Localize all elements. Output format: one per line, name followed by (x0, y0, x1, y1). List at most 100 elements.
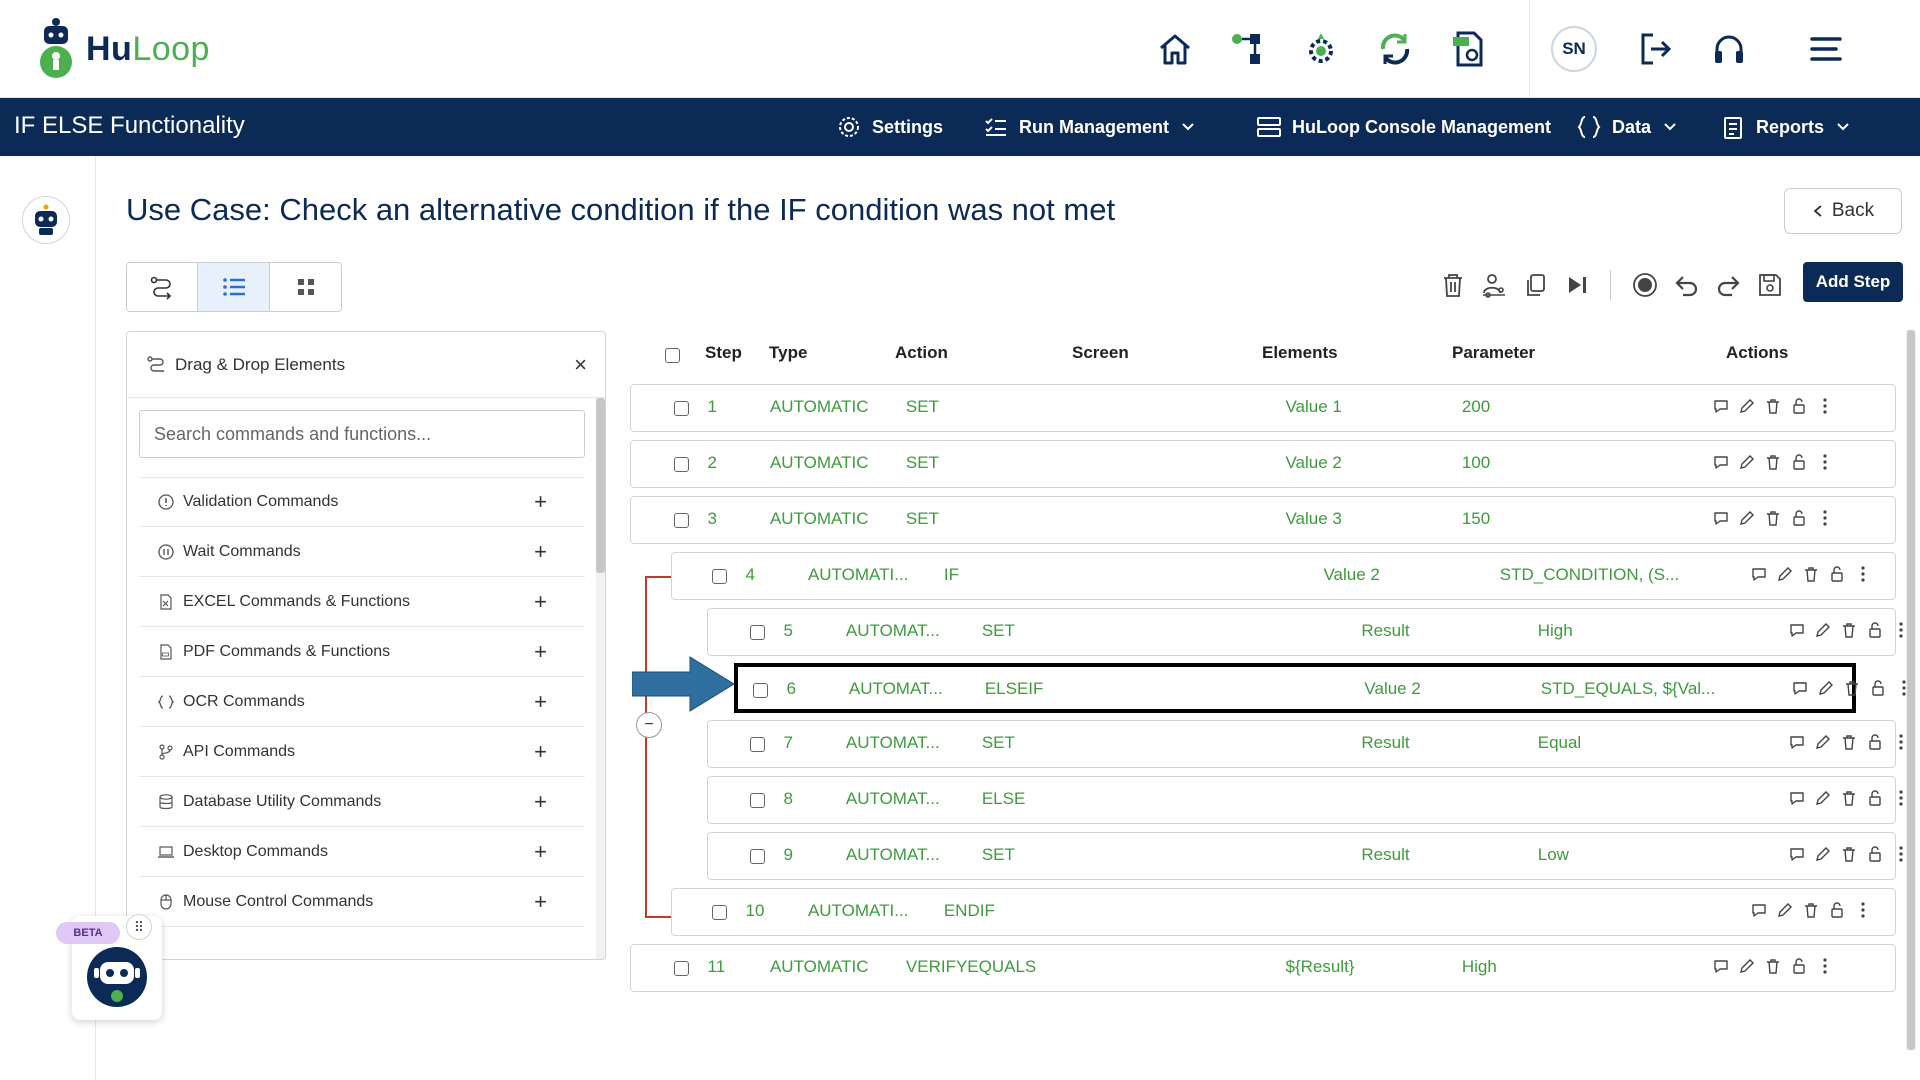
edit-icon[interactable] (1776, 901, 1794, 919)
table-row[interactable]: 7 AUTOMAT... SET Result Equal (707, 720, 1903, 768)
table-row[interactable]: 4 AUTOMATI... IF Value 2 STD_CONDITION, (S..… (671, 552, 1896, 600)
unlock-icon[interactable] (1866, 789, 1884, 807)
unlock-icon[interactable] (1866, 733, 1884, 751)
more-vertical-icon[interactable] (1892, 733, 1910, 751)
nav-settings[interactable]: Settings (836, 113, 943, 141)
unlock-icon[interactable] (1790, 509, 1808, 527)
more-vertical-icon[interactable] (1892, 621, 1910, 639)
panel-scrollbar[interactable] (596, 398, 605, 959)
table-row[interactable]: 8 AUTOMAT... ELSE (707, 776, 1903, 824)
checkbox-box[interactable] (753, 683, 769, 698)
workflow-icon[interactable] (1225, 26, 1271, 72)
unlock-icon[interactable] (1790, 397, 1808, 415)
command-category-ocr[interactable]: OCR Commands + (139, 677, 585, 727)
checkbox-box[interactable] (750, 737, 766, 752)
expand-plus-icon[interactable]: + (534, 788, 547, 814)
unlock-icon[interactable] (1828, 901, 1846, 919)
checkbox-box[interactable] (750, 625, 766, 640)
checkbox-box[interactable] (674, 401, 690, 416)
table-row[interactable]: 9 AUTOMAT... SET Result Low (707, 832, 1903, 880)
main-scrollbar-thumb[interactable] (1907, 330, 1915, 1050)
copy-icon[interactable] (1518, 268, 1552, 302)
delete-icon[interactable] (1764, 453, 1782, 471)
comment-icon[interactable] (1788, 845, 1806, 863)
beta-bot-icon[interactable] (86, 946, 148, 1008)
row-checkbox[interactable] (674, 961, 690, 976)
delete-icon[interactable] (1840, 789, 1858, 807)
delete-icon[interactable] (1764, 397, 1782, 415)
more-vertical-icon[interactable] (1816, 397, 1834, 415)
more-vertical-icon[interactable] (1816, 509, 1834, 527)
automation-gear-icon[interactable] (1298, 26, 1344, 72)
sync-icon[interactable] (1372, 26, 1418, 72)
nav-data[interactable]: Data (1576, 113, 1687, 141)
table-row[interactable]: 2 AUTOMATIC SET Value 2 100 (630, 440, 1896, 488)
save-icon[interactable] (1753, 268, 1787, 302)
nav-run-management[interactable]: Run Management (983, 113, 1205, 141)
expand-plus-icon[interactable]: + (534, 588, 547, 614)
edit-icon[interactable] (1814, 733, 1832, 751)
expand-plus-icon[interactable]: + (534, 489, 547, 514)
checkbox-box[interactable] (674, 961, 690, 976)
edit-icon[interactable] (1738, 509, 1756, 527)
comment-icon[interactable] (1712, 509, 1730, 527)
comment-icon[interactable] (1712, 957, 1730, 975)
redo-icon[interactable] (1711, 268, 1745, 302)
checkbox-box[interactable] (712, 905, 728, 920)
nav-reports[interactable]: Reports (1720, 113, 1860, 141)
back-button[interactable]: Back (1784, 188, 1902, 234)
record-icon[interactable] (1628, 268, 1662, 302)
delete-icon[interactable] (1802, 901, 1820, 919)
more-vertical-icon[interactable] (1854, 565, 1872, 583)
expand-plus-icon[interactable]: + (534, 688, 547, 714)
edit-icon[interactable] (1738, 957, 1756, 975)
row-checkbox[interactable] (674, 401, 690, 416)
unlock-icon[interactable] (1866, 845, 1884, 863)
bot-assistant-icon[interactable] (22, 196, 70, 244)
comment-icon[interactable] (1712, 397, 1730, 415)
headset-support-icon[interactable] (1706, 26, 1752, 72)
multi-user-share-icon[interactable] (1477, 268, 1511, 302)
delete-icon[interactable] (1840, 845, 1858, 863)
more-vertical-icon[interactable] (1895, 679, 1913, 697)
hamburger-menu-icon[interactable] (1803, 26, 1849, 72)
checkbox-box[interactable] (750, 849, 766, 864)
command-category-validation[interactable]: Validation Commands + (139, 477, 585, 527)
row-checkbox[interactable] (750, 737, 766, 752)
panel-close-icon[interactable]: × (574, 352, 587, 377)
skip-forward-icon[interactable] (1560, 268, 1594, 302)
command-category-desktop[interactable]: Desktop Commands + (139, 827, 585, 877)
edit-icon[interactable] (1817, 679, 1835, 697)
unlock-icon[interactable] (1869, 679, 1887, 697)
command-category-database[interactable]: Database Utility Commands + (139, 777, 585, 827)
comment-icon[interactable] (1791, 679, 1809, 697)
row-checkbox[interactable] (750, 625, 766, 640)
more-vertical-icon[interactable] (1816, 453, 1834, 471)
command-category-api[interactable]: API Commands + (139, 727, 585, 777)
collapse-if-block-button[interactable]: − (636, 712, 662, 738)
comment-icon[interactable] (1712, 453, 1730, 471)
delete-icon[interactable] (1436, 268, 1470, 302)
more-vertical-icon[interactable] (1854, 901, 1872, 919)
undo-icon[interactable] (1670, 268, 1704, 302)
logout-icon[interactable] (1632, 26, 1678, 72)
table-row[interactable]: 11 AUTOMATIC VERIFYEQUALS ${Result} High (630, 944, 1896, 992)
delete-icon[interactable] (1843, 679, 1861, 697)
nav-console-management[interactable]: HuLoop Console Management (1256, 113, 1551, 141)
comment-icon[interactable] (1788, 733, 1806, 751)
command-category-mouse[interactable]: Mouse Control Commands + (139, 877, 585, 927)
comment-icon[interactable] (1788, 621, 1806, 639)
row-checkbox[interactable] (674, 513, 690, 528)
more-vertical-icon[interactable] (1892, 845, 1910, 863)
more-vertical-icon[interactable] (1816, 957, 1834, 975)
table-row[interactable]: 10 AUTOMATI... ENDIF (671, 888, 1896, 936)
panel-scrollbar-thumb[interactable] (596, 398, 605, 573)
more-vertical-icon[interactable] (1892, 789, 1910, 807)
grid-view-button[interactable] (270, 262, 342, 312)
delete-icon[interactable] (1840, 733, 1858, 751)
table-row[interactable]: 5 AUTOMAT... SET Result High (707, 608, 1903, 656)
drag-handle-icon[interactable]: ⠿ (126, 914, 152, 940)
flow-view-button[interactable] (126, 262, 198, 312)
delete-icon[interactable] (1764, 957, 1782, 975)
list-view-button[interactable] (198, 262, 270, 312)
